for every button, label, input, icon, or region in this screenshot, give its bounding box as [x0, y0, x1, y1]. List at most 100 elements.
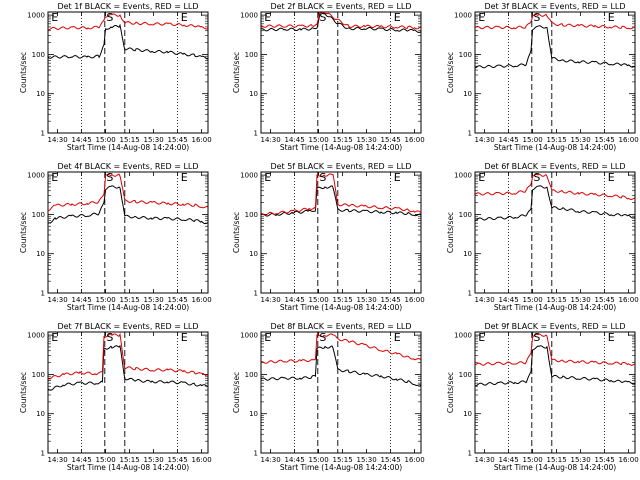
panel-title: Det 5f BLACK = Events, RED = LLD	[270, 162, 411, 171]
y-tick-label: 10	[249, 250, 258, 258]
x-tick-label: 14:45	[499, 456, 519, 464]
y-tick-label: 1	[41, 450, 45, 458]
y-tick-label: 10	[36, 90, 45, 98]
series-events	[261, 185, 421, 217]
y-tick-label: 10	[463, 410, 472, 418]
plot-frame	[474, 331, 636, 454]
plot-frame	[474, 171, 636, 294]
x-tick-label: 14:30	[261, 456, 281, 464]
panel-det-3: Det 3f BLACK = Events, RED = LLD 1 10 100 10…	[446, 2, 639, 152]
x-tick-label: 15:45	[595, 456, 615, 464]
panel-det-9: Det 9f BLACK = Events, RED = LLD 1 10 100 10…	[446, 322, 639, 472]
x-tick-label: 14:30	[475, 456, 495, 464]
y-tick-label: 1	[254, 450, 258, 458]
plot-frame	[47, 171, 209, 294]
y-tick-label: 10	[36, 410, 45, 418]
marker-e: E	[478, 171, 485, 184]
x-tick-label: 15:45	[381, 136, 401, 144]
marker-e: E	[264, 331, 271, 344]
y-tick-label: 100	[245, 211, 258, 219]
x-tick-label: 14:30	[475, 296, 495, 304]
x-tick-label: 14:45	[285, 456, 305, 464]
y-tick-label: 100	[32, 51, 45, 59]
panel-det-4: Det 4f BLACK = Events, RED = LLD 1 10 100 10…	[19, 162, 212, 312]
x-tick-label: 14:45	[285, 136, 305, 144]
y-tick-label: 100	[32, 211, 45, 219]
series-events	[48, 344, 208, 391]
y-tick-label: 100	[459, 51, 472, 59]
y-tick-label: 1	[254, 130, 258, 138]
plot-frame	[260, 171, 422, 294]
y-tick-label: 100	[32, 371, 45, 379]
x-tick-label: 14:45	[72, 296, 92, 304]
y-tick-label: 10	[36, 250, 45, 258]
y-axis-label: Counts/sec	[232, 52, 241, 93]
x-tick-label: 14:30	[48, 296, 68, 304]
marker-e: E	[181, 11, 188, 24]
marker-s: S	[106, 171, 113, 184]
y-tick-label: 100	[245, 371, 258, 379]
series-lld	[261, 333, 421, 364]
x-tick-label: 15:45	[595, 136, 615, 144]
plot-frame	[47, 331, 209, 454]
panel-det-2: Det 2f BLACK = Events, RED = LLD 1 10 100 10…	[232, 2, 425, 152]
marker-s: S	[319, 331, 326, 344]
panel-title: Det 9f BLACK = Events, RED = LLD	[484, 322, 625, 331]
x-tick-label: 14:30	[48, 136, 68, 144]
panel-title: Det 4f BLACK = Events, RED = LLD	[57, 162, 198, 171]
series-events	[261, 12, 421, 34]
x-tick-label: 15:45	[595, 296, 615, 304]
marker-e: E	[478, 11, 485, 24]
marker-e: E	[181, 331, 188, 344]
panel-det-1: Det 1f BLACK = Events, RED = LLD 1 10 100 10…	[19, 2, 212, 152]
panel-det-8: Det 8f BLACK = Events, RED = LLD 1 10 100 10…	[232, 322, 425, 472]
series-lld	[475, 173, 635, 201]
marker-e: E	[51, 11, 58, 24]
x-tick-label: 14:30	[261, 296, 281, 304]
panel-title: Det 8f BLACK = Events, RED = LLD	[270, 322, 411, 331]
panel-title: Det 6f BLACK = Events, RED = LLD	[484, 162, 625, 171]
marker-e: E	[51, 331, 58, 344]
x-tick-label: 15:30	[357, 456, 377, 464]
x-tick-label: 15:00	[523, 456, 543, 464]
x-tick-label: 14:45	[72, 456, 92, 464]
x-tick-label: 16:00	[192, 136, 212, 144]
x-tick-label: 15:45	[168, 456, 188, 464]
x-tick-label: 15:45	[381, 456, 401, 464]
marker-e: E	[264, 11, 271, 24]
plot-frame	[260, 11, 422, 134]
x-axis-label: Start Time (14-Aug-08 14:24:00)	[67, 143, 189, 152]
marker-s: S	[106, 11, 113, 24]
marker-e: E	[394, 11, 401, 24]
x-axis-label: Start Time (14-Aug-08 14:24:00)	[494, 143, 616, 152]
x-tick-label: 15:15	[120, 456, 140, 464]
plot-frame	[260, 331, 422, 454]
marker-e: E	[608, 11, 615, 24]
panel-title: Det 3f BLACK = Events, RED = LLD	[484, 2, 625, 11]
x-tick-label: 16:00	[405, 296, 425, 304]
x-tick-label: 15:15	[333, 136, 353, 144]
y-axis-label: Counts/sec	[446, 52, 455, 93]
x-tick-label: 15:30	[357, 136, 377, 144]
y-tick-label: 10	[463, 90, 472, 98]
marker-s: S	[533, 171, 540, 184]
marker-s: S	[319, 11, 326, 24]
y-tick-label: 1	[41, 130, 45, 138]
x-axis-label: Start Time (14-Aug-08 14:24:00)	[67, 463, 189, 472]
series-lld	[48, 13, 208, 31]
y-tick-label: 100	[245, 51, 258, 59]
marker-e: E	[608, 171, 615, 184]
y-axis-label: Counts/sec	[19, 372, 28, 413]
y-tick-label: 1000	[27, 172, 45, 180]
panel-det-6: Det 6f BLACK = Events, RED = LLD 1 10 100 10…	[446, 162, 639, 312]
y-tick-label: 1000	[27, 12, 45, 20]
series-events	[48, 185, 208, 225]
x-axis-label: Start Time (14-Aug-08 14:24:00)	[280, 143, 402, 152]
x-tick-label: 15:30	[144, 296, 164, 304]
x-tick-label: 15:00	[523, 296, 543, 304]
x-tick-label: 16:00	[405, 136, 425, 144]
y-tick-label: 1000	[240, 332, 258, 340]
series-events	[475, 25, 635, 69]
x-tick-label: 14:45	[285, 296, 305, 304]
y-axis-label: Counts/sec	[19, 212, 28, 253]
